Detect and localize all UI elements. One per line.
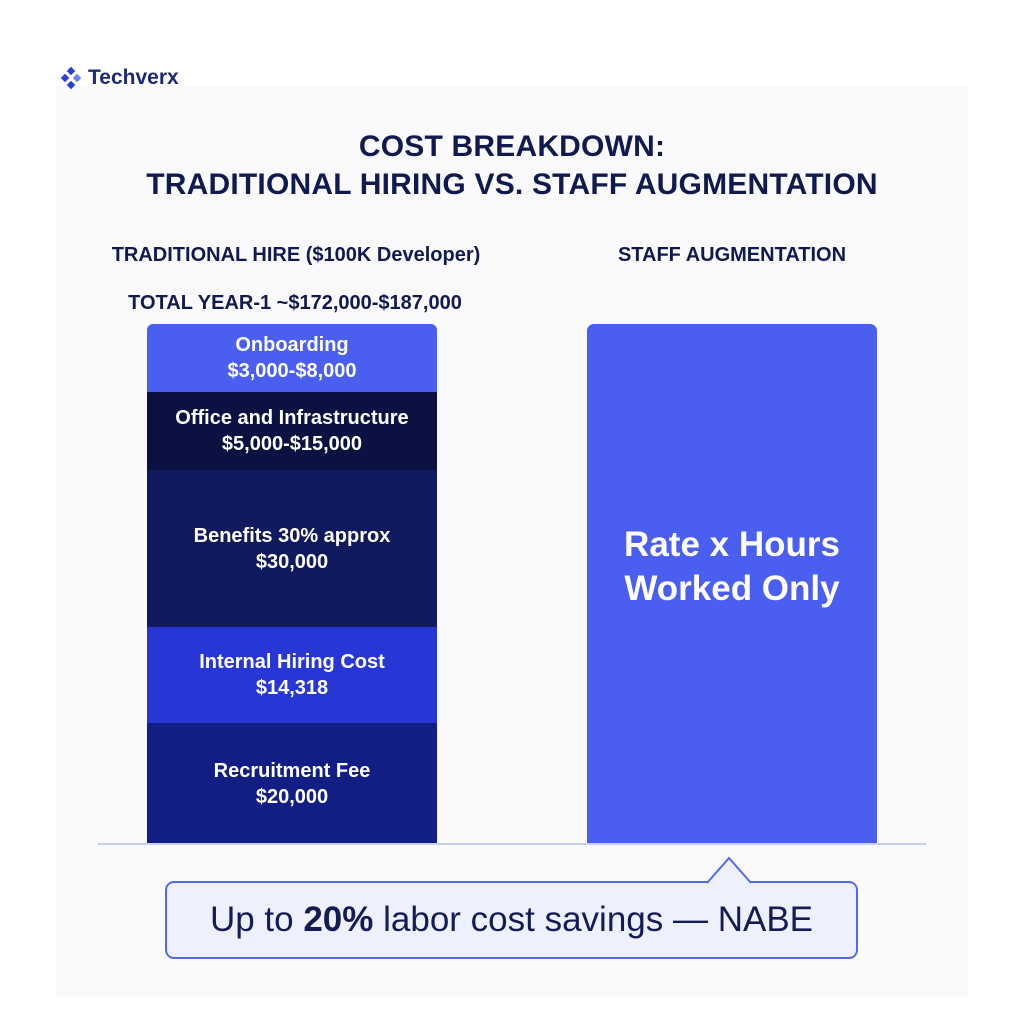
segment-label: Office and Infrastructure bbox=[175, 407, 409, 429]
brand-name: Techverx bbox=[88, 66, 179, 89]
segment-recruitment-fee: Recruitment Fee $20,000 bbox=[147, 723, 437, 844]
segment-value: $5,000-$15,000 bbox=[221, 433, 363, 455]
callout-suffix: labor cost savings — NABE bbox=[373, 900, 814, 939]
chart-baseline bbox=[98, 843, 926, 845]
segment-label: Recruitment Fee bbox=[213, 759, 371, 782]
segment-label: Benefits 30% approx bbox=[193, 524, 391, 547]
segment-internal-hiring: Internal Hiring Cost $14,318 bbox=[147, 627, 437, 723]
callout-pointer bbox=[707, 856, 751, 884]
callout-prefix: Up to bbox=[209, 900, 304, 939]
segment-onboarding: Onboarding $3,000-$8,000 bbox=[147, 324, 437, 392]
segment-value: $3,000-$8,000 bbox=[227, 360, 357, 382]
traditional-cost-stack: Onboarding $3,000-$8,000 Office and Infr… bbox=[147, 324, 437, 844]
brand-logo[interactable]: Techverx bbox=[60, 64, 179, 92]
callout-highlight: 20% bbox=[303, 900, 374, 939]
augmentation-line-2: Worked Only bbox=[624, 569, 840, 608]
callout-text: Up to 20% labor cost savings — NABE bbox=[210, 900, 813, 940]
segment-value: $20,000 bbox=[255, 785, 329, 808]
segment-value: $14,318 bbox=[255, 677, 329, 699]
title-line-1: COST BREAKDOWN: bbox=[358, 130, 666, 163]
segment-office-infrastructure: Office and Infrastructure $5,000-$15,000 bbox=[147, 392, 437, 470]
segment-value: $30,000 bbox=[255, 550, 329, 573]
segment-label: Onboarding bbox=[235, 334, 349, 356]
page-title: COST BREAKDOWN: TRADITIONAL HIRING VS. S… bbox=[0, 128, 1024, 204]
augmentation-block: Rate x Hours Worked Only bbox=[587, 324, 877, 844]
augmentation-line-1: Rate x Hours bbox=[624, 525, 840, 564]
traditional-total: TOTAL YEAR-1 ~$172,000-$187,000 bbox=[128, 292, 462, 314]
savings-callout: Up to 20% labor cost savings — NABE bbox=[165, 856, 858, 959]
techverx-logo-icon bbox=[60, 67, 82, 89]
traditional-heading: TRADITIONAL HIRE ($100K Developer) bbox=[111, 244, 481, 266]
segment-benefits: Benefits 30% approx $30,000 bbox=[147, 470, 437, 627]
segment-label: Internal Hiring Cost bbox=[199, 651, 385, 673]
title-line-2: TRADITIONAL HIRING VS. STAFF AUGMENTATIO… bbox=[146, 168, 878, 201]
augmentation-heading: STAFF AUGMENTATION bbox=[617, 244, 847, 266]
